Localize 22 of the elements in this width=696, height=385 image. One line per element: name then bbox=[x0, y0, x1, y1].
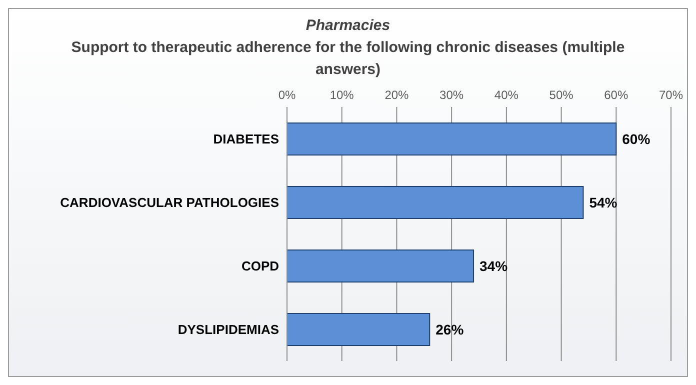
data-label: 26% bbox=[436, 321, 464, 338]
x-tick-label: 50% bbox=[549, 88, 574, 102]
x-tick-label: 30% bbox=[440, 88, 464, 102]
bar bbox=[287, 313, 430, 346]
y-tick-label: COPD bbox=[241, 258, 279, 274]
y-tick-label: DYSLIPIDEMIAS bbox=[178, 322, 280, 337]
y-tick-label: CARDIOVASCULAR PATHOLOGIES bbox=[60, 194, 280, 210]
bar bbox=[287, 250, 474, 282]
x-tick-label: 0% bbox=[278, 88, 296, 102]
chart-title: Pharmacies bbox=[304, 16, 392, 36]
x-tick-label: 20% bbox=[384, 88, 410, 102]
bar bbox=[287, 186, 584, 219]
chart-subtitle: Support to therapeutic adherence for the following chronic diseases (multiple answers) bbox=[70, 38, 626, 80]
bar bbox=[287, 122, 617, 156]
data-label: 34% bbox=[480, 258, 508, 274]
x-tick-label: 60% bbox=[604, 88, 628, 102]
x-tick-label: 10% bbox=[330, 88, 354, 102]
x-tick-label: 70% bbox=[658, 88, 684, 102]
data-label: 54% bbox=[589, 194, 618, 210]
y-tick-label: DIABETES bbox=[213, 131, 280, 146]
data-label: 60% bbox=[622, 130, 651, 147]
x-tick-label: 40% bbox=[494, 88, 519, 102]
